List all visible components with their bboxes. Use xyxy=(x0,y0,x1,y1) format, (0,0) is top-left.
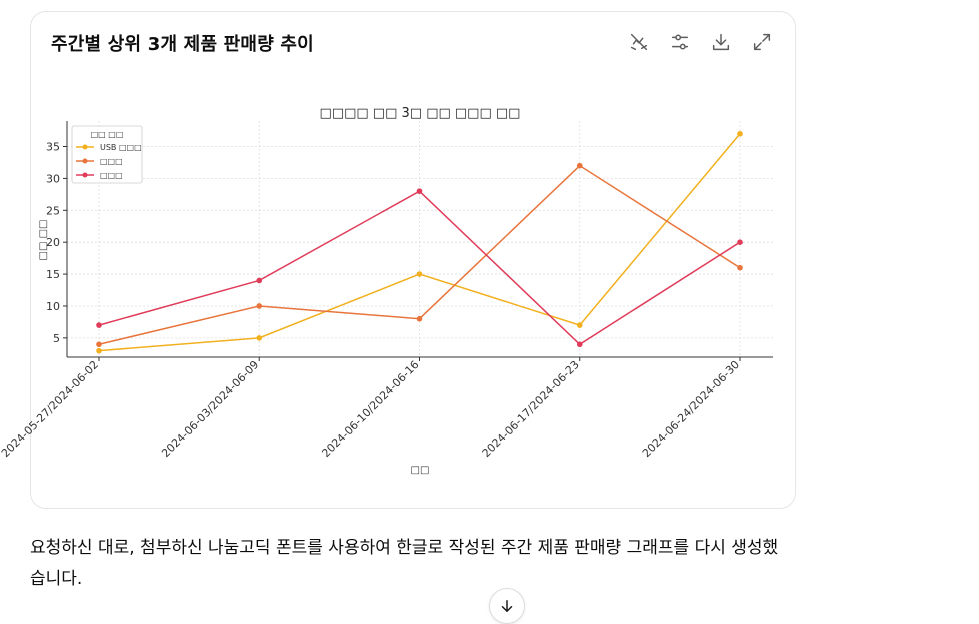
legend-swatch-marker xyxy=(82,158,88,164)
x-tick-label: 2024-06-03/2024-06-09 xyxy=(159,358,261,460)
data-point xyxy=(256,277,263,284)
y-tick-label: 20 xyxy=(46,236,60,249)
data-point xyxy=(737,264,743,271)
data-point xyxy=(256,303,263,309)
data-point xyxy=(96,341,102,348)
data-point xyxy=(416,271,423,277)
data-point xyxy=(737,130,743,137)
legend-label: □□□ xyxy=(100,171,123,180)
y-tick-label: 25 xyxy=(46,204,60,217)
response-line-2: 습니다. xyxy=(30,569,83,589)
data-point xyxy=(96,347,102,354)
chart-toolbar xyxy=(625,30,775,54)
download-icon xyxy=(712,33,729,51)
legend-swatch-marker xyxy=(82,144,88,150)
assistant-response: 요청하신 대로, 첨부하신 나눔고딕 폰트를 사용하여 한글로 작성된 주간 제… xyxy=(30,533,979,595)
legend-label: USB □□□ xyxy=(100,143,142,152)
data-point xyxy=(416,315,423,322)
x-axis-label: □□ xyxy=(411,465,430,476)
y-tick-label: 30 xyxy=(46,172,60,185)
y-axis-label: □□ □□ xyxy=(38,220,49,261)
expand-icon xyxy=(753,33,770,51)
data-point xyxy=(737,239,743,245)
chart-card-title: 주간별 상위 3개 제품 판매량 추이 xyxy=(51,34,314,55)
x-tick-label: 2024-05-27/2024-06-02 xyxy=(0,358,101,460)
chart-settings-button[interactable] xyxy=(666,30,693,54)
y-tick-label: 35 xyxy=(46,141,60,154)
x-tick-label: 2024-06-17/2024-06-23 xyxy=(480,358,582,460)
data-point xyxy=(576,322,583,328)
y-tick-label: 10 xyxy=(46,300,60,313)
response-line-1: 요청하신 대로, 첨부하신 나눔고딕 폰트를 사용하여 한글로 작성된 주간 제… xyxy=(30,538,779,558)
interactive-off-icon xyxy=(630,33,647,51)
chart-title: □□□□ □□ 3□ □□ □□□ □□ xyxy=(320,106,521,121)
expand-button[interactable] xyxy=(748,30,775,54)
legend-box xyxy=(71,125,143,184)
arrow-down-icon xyxy=(501,600,513,612)
interactive-off-button[interactable] xyxy=(625,30,652,54)
x-tick-label: 2024-06-24/2024-06-30 xyxy=(640,358,742,460)
data-point xyxy=(96,322,102,328)
data-point xyxy=(256,335,263,341)
legend-label: □□□ xyxy=(100,157,123,166)
x-tick-label: 2024-06-10/2024-06-16 xyxy=(319,358,421,460)
legend-title: □□ □□ xyxy=(91,130,124,139)
legend-swatch-marker xyxy=(82,172,88,178)
y-tick-label: 5 xyxy=(53,332,60,345)
y-tick-label: 15 xyxy=(46,268,60,281)
download-button[interactable] xyxy=(707,30,734,54)
data-point xyxy=(576,162,583,169)
data-point xyxy=(576,341,583,348)
chart-card: 주간별 상위 3개 제품 판매량 추이 xyxy=(30,11,796,509)
settings-sliders-icon xyxy=(671,34,688,50)
data-point xyxy=(416,188,423,194)
